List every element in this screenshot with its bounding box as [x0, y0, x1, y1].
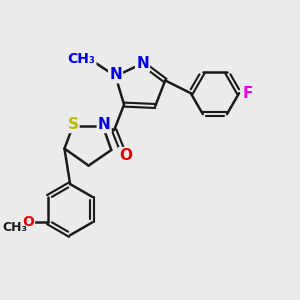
Text: N: N	[109, 67, 122, 82]
Text: CH₃: CH₃	[68, 52, 95, 66]
Text: F: F	[242, 86, 253, 101]
Text: N: N	[98, 117, 111, 132]
Text: CH₃: CH₃	[2, 221, 27, 234]
Text: O: O	[119, 148, 132, 163]
Text: N: N	[136, 56, 149, 71]
Text: S: S	[68, 117, 79, 132]
Text: O: O	[22, 215, 34, 230]
